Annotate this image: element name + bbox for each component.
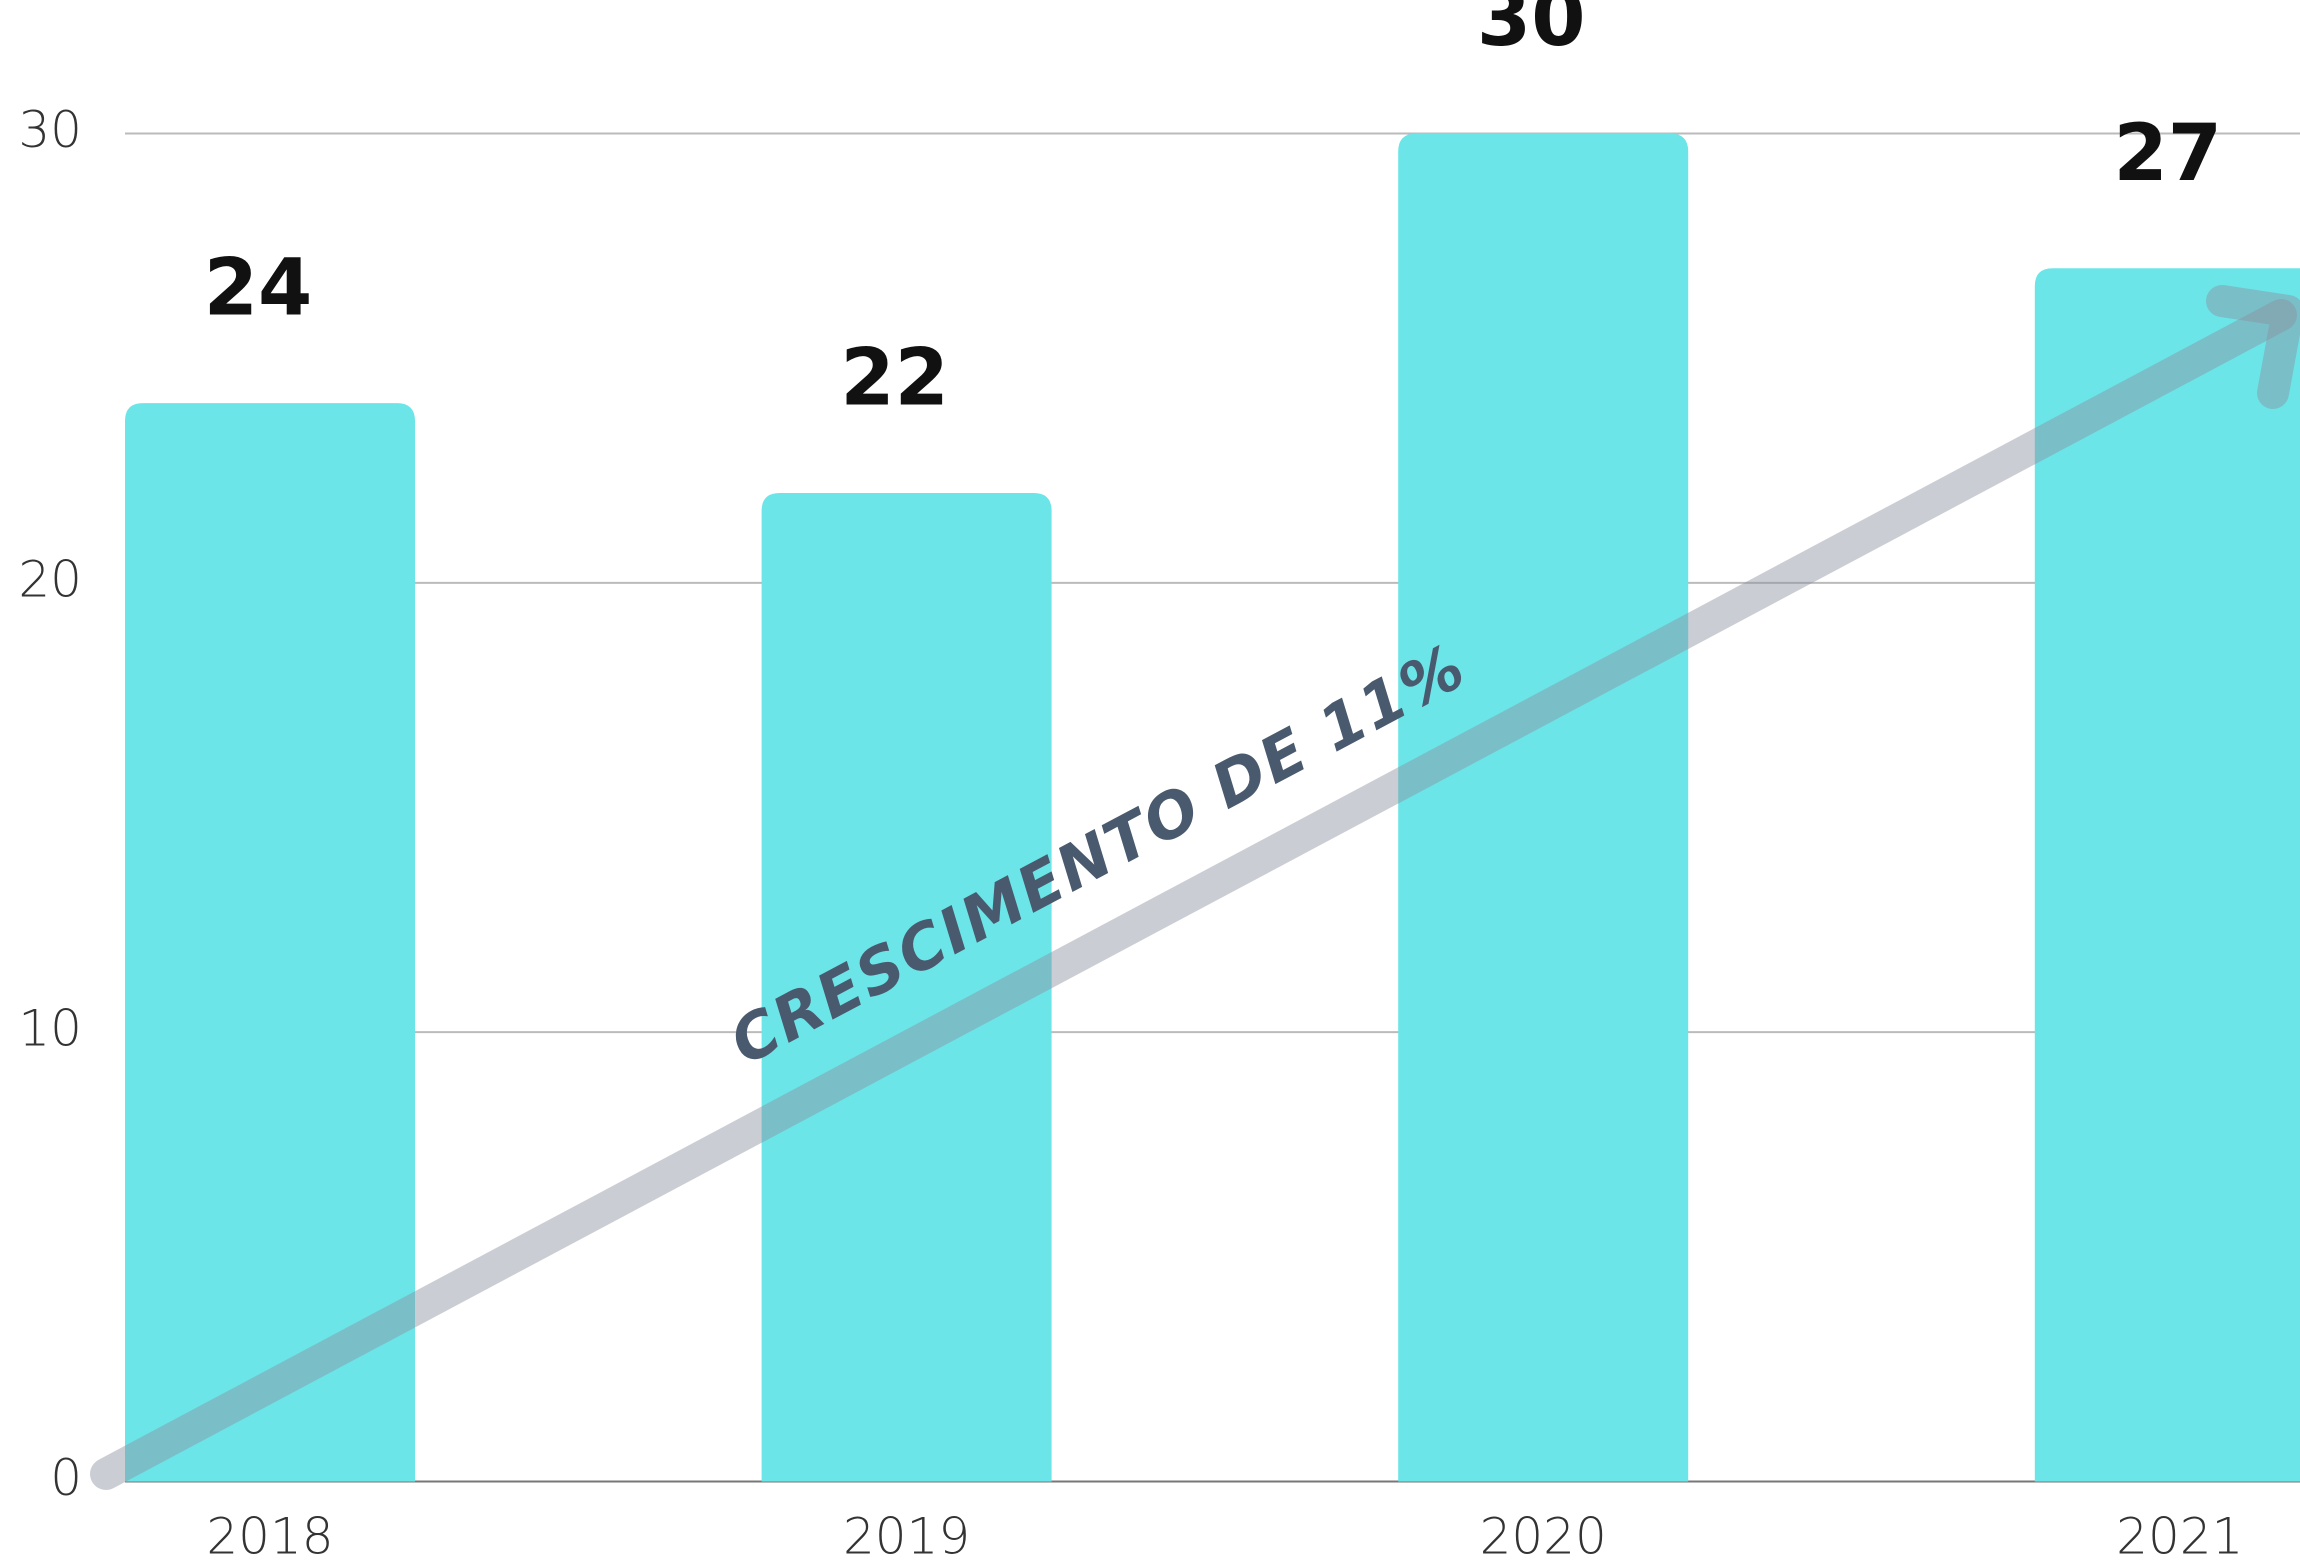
x-tick-label: 2018 [206,1508,333,1565]
y-tick-label: 30 [18,101,82,159]
x-tick-label: 2019 [843,1508,970,1565]
bars: 2018 24 2019 22 2020 30 2021 27 [125,0,2300,1565]
value-label: 27 [2114,109,2223,199]
value-label: 24 [204,244,313,334]
y-tick-label: 0 [50,1449,82,1507]
value-label: 30 [1477,0,1586,64]
y-tick-label: 10 [18,1000,82,1058]
arrow-head [2206,285,2300,409]
x-tick-label: 2020 [1480,1508,1607,1565]
value-label: 22 [840,333,949,423]
growth-arrow [90,285,2300,1490]
bar [761,492,1052,1482]
y-tick-label: 20 [18,550,82,608]
x-tick-label: 2021 [2116,1508,2243,1565]
grid: 0 10 20 30 [18,101,2300,1507]
bar [125,403,415,1482]
arrow-shaft [90,299,2297,1490]
bar [2034,268,2300,1482]
bar [1398,133,1689,1482]
